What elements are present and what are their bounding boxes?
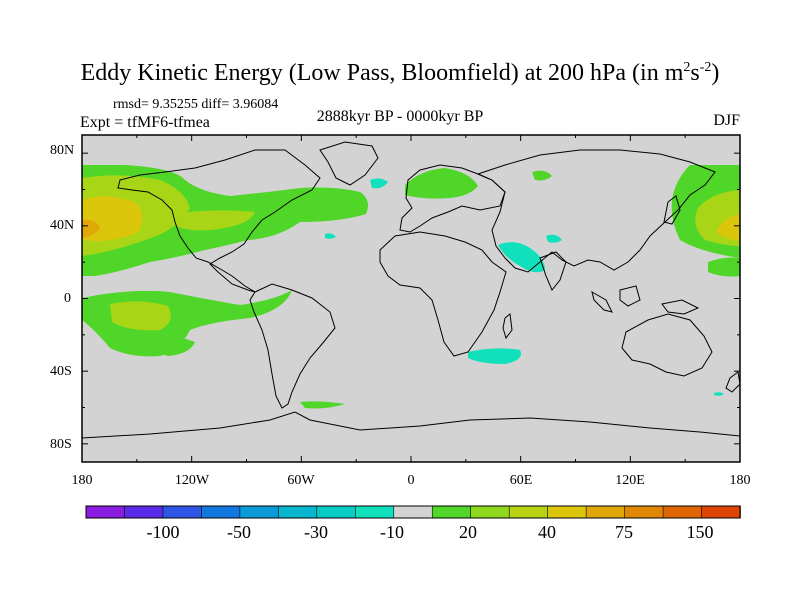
coast-antarctica [82,411,740,439]
field-spacific-lime [110,301,171,331]
colorbar-swatch [431,505,472,519]
colorbar-label-neg50: -50 [227,522,251,542]
coast-madagascar [502,313,513,340]
colorbar-swatch [393,505,434,519]
field-wpacific-strip [708,257,740,277]
colorbar-label-neg100: -100 [147,522,180,542]
coast-asia [476,149,716,273]
coast-north-america [117,149,321,293]
plot-title: Eddy Kinetic Energy (Low Pass, Bloomfiel… [80,60,720,86]
field-sant-green [300,401,345,409]
axis-ticks [81,135,741,462]
colorbar-swatch [624,505,664,519]
field-wpacific-yellow [716,214,740,240]
anomaly-fields [82,165,740,409]
lon-label-120e: 120E [615,473,645,488]
colorbar-swatch [701,505,741,519]
colorbar-frame [85,505,741,519]
coast-europe [399,164,506,233]
colorbar-swatch [239,505,280,519]
coast-japan [663,195,681,225]
lat-label-0: 0 [64,291,71,306]
colorbar-label-neg10: -10 [380,522,404,542]
colorbar-label-150: 150 [687,522,714,542]
experiment-label: Expt = tfMF6-tfmea [80,114,210,131]
field-neg-mideast [498,242,545,273]
field-neg-india [546,234,562,243]
lon-label-60e: 60E [510,473,533,488]
field-npacific-orange [82,219,100,238]
colorbar-label-neg30: -30 [304,522,328,542]
field-neg-south [714,392,724,396]
colorbar-swatch [354,505,395,519]
colorbar-swatch [316,505,357,519]
colorbar-swatch [162,505,203,519]
coast-new-zealand [725,371,740,393]
coast-india [539,251,567,291]
field-neg-arctic [370,178,388,189]
coast-greenland [319,141,379,186]
coast-borneo [619,285,641,307]
lat-label-80n: 80N [50,143,74,158]
colorbar-label-20: 20 [459,522,477,542]
coast-africa [379,231,507,357]
coastlines [82,141,740,439]
lon-label-180w: 180 [72,473,93,488]
coast-south-america [249,283,336,409]
lon-label-0: 0 [408,473,415,488]
lat-label-40n: 40N [50,218,74,233]
stats-text: rmsd= 9.35255 diff= 3.96084 [113,97,279,112]
lon-label-120w: 120W [175,473,210,488]
field-neg-sindian [468,348,521,364]
field-spacific-small [150,336,195,356]
colorbar-label-40: 40 [538,522,556,542]
colorbar-swatch [508,505,549,519]
field-natlantic-lime [170,210,255,231]
coast-australia [621,313,713,377]
colorbar-swatch [662,505,703,519]
colorbar-swatch [85,505,126,519]
colorbar [85,505,741,519]
period-label: 2888kyr BP - 0000kyr BP [316,108,484,125]
colorbar-swatch [124,505,164,519]
coast-sumatra [591,290,613,313]
lon-label-60w: 60W [287,473,315,488]
colorbar-swatch [201,505,241,519]
colorbar-label-75: 75 [615,522,633,542]
field-europe-green [405,168,478,199]
lat-label-80s: 80S [50,437,72,452]
colorbar-swatch [278,505,318,519]
season-label: DJF [713,112,740,129]
field-neg-natl [325,233,336,239]
field-arctic-green [532,170,552,181]
lat-label-40s: 40S [50,364,72,379]
colorbar-swatch [585,505,626,519]
colorbar-swatch [470,505,510,519]
colorbar-swatch [547,505,587,519]
lon-label-180e: 180 [730,473,751,488]
coast-new-guinea [661,299,700,315]
